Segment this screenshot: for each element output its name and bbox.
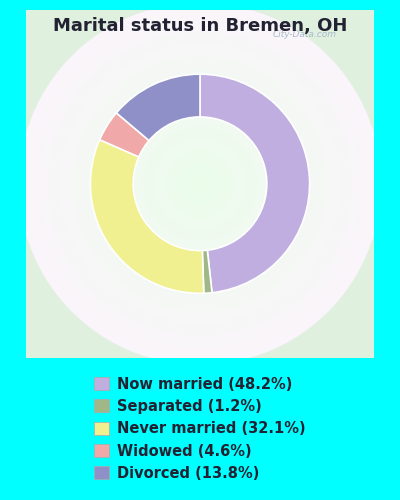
- Circle shape: [58, 42, 342, 326]
- Circle shape: [130, 114, 270, 254]
- Legend: Now married (48.2%), Separated (1.2%), Never married (32.1%), Widowed (4.6%), Di: Now married (48.2%), Separated (1.2%), N…: [88, 371, 312, 486]
- Circle shape: [189, 172, 211, 195]
- Circle shape: [74, 58, 326, 310]
- Circle shape: [148, 132, 252, 236]
- Circle shape: [164, 148, 236, 220]
- Circle shape: [49, 32, 351, 335]
- Circle shape: [62, 46, 338, 322]
- Circle shape: [146, 130, 254, 238]
- Circle shape: [69, 53, 331, 314]
- Circle shape: [85, 68, 315, 299]
- Circle shape: [173, 156, 227, 211]
- Circle shape: [98, 82, 302, 285]
- Circle shape: [137, 120, 263, 247]
- Circle shape: [44, 28, 356, 340]
- Circle shape: [60, 44, 340, 324]
- Circle shape: [155, 138, 245, 229]
- Wedge shape: [116, 74, 200, 140]
- Circle shape: [114, 98, 286, 270]
- Circle shape: [20, 4, 380, 364]
- Circle shape: [33, 17, 367, 350]
- Circle shape: [193, 177, 207, 190]
- Circle shape: [83, 66, 317, 301]
- Circle shape: [139, 123, 261, 244]
- Circle shape: [67, 50, 333, 317]
- Circle shape: [40, 24, 360, 344]
- Circle shape: [53, 37, 347, 331]
- Circle shape: [180, 164, 220, 204]
- Circle shape: [47, 30, 353, 337]
- Circle shape: [126, 110, 274, 258]
- Circle shape: [65, 48, 335, 319]
- Circle shape: [198, 182, 202, 186]
- Circle shape: [72, 55, 328, 312]
- Wedge shape: [200, 74, 310, 292]
- Circle shape: [186, 170, 214, 198]
- Circle shape: [22, 6, 378, 362]
- Circle shape: [168, 152, 232, 216]
- Circle shape: [112, 96, 288, 272]
- Circle shape: [128, 112, 272, 256]
- Circle shape: [119, 102, 281, 265]
- Circle shape: [121, 105, 279, 262]
- Wedge shape: [202, 250, 212, 294]
- Circle shape: [162, 146, 238, 222]
- Wedge shape: [90, 140, 204, 294]
- Circle shape: [110, 94, 290, 274]
- Circle shape: [196, 179, 204, 188]
- Circle shape: [171, 154, 229, 213]
- Circle shape: [92, 76, 308, 292]
- Circle shape: [90, 73, 310, 294]
- Circle shape: [191, 174, 209, 193]
- Circle shape: [51, 35, 349, 332]
- Text: Marital status in Bremen, OH: Marital status in Bremen, OH: [53, 18, 347, 36]
- Circle shape: [175, 159, 225, 208]
- Circle shape: [184, 168, 216, 200]
- Circle shape: [144, 128, 256, 240]
- Circle shape: [182, 166, 218, 202]
- Circle shape: [108, 92, 292, 276]
- Text: City-Data.com: City-Data.com: [272, 30, 336, 38]
- Circle shape: [150, 134, 250, 234]
- Circle shape: [157, 141, 243, 226]
- Circle shape: [42, 26, 358, 342]
- Circle shape: [78, 62, 322, 306]
- Circle shape: [116, 100, 284, 267]
- Circle shape: [76, 60, 324, 308]
- Circle shape: [31, 14, 369, 353]
- Circle shape: [26, 10, 374, 358]
- Circle shape: [80, 64, 320, 304]
- Circle shape: [178, 161, 222, 206]
- Circle shape: [38, 22, 362, 346]
- Circle shape: [28, 12, 372, 355]
- Circle shape: [134, 118, 266, 249]
- Wedge shape: [100, 113, 149, 157]
- Circle shape: [96, 80, 304, 288]
- Circle shape: [141, 125, 259, 242]
- Circle shape: [103, 87, 297, 280]
- Circle shape: [166, 150, 234, 218]
- Circle shape: [87, 71, 313, 296]
- Circle shape: [56, 40, 344, 328]
- Circle shape: [101, 84, 299, 283]
- Circle shape: [24, 8, 376, 360]
- Circle shape: [123, 107, 277, 260]
- Circle shape: [160, 143, 240, 224]
- Circle shape: [153, 136, 247, 231]
- Circle shape: [105, 89, 295, 278]
- Circle shape: [94, 78, 306, 290]
- Circle shape: [132, 116, 268, 252]
- Circle shape: [35, 19, 365, 348]
